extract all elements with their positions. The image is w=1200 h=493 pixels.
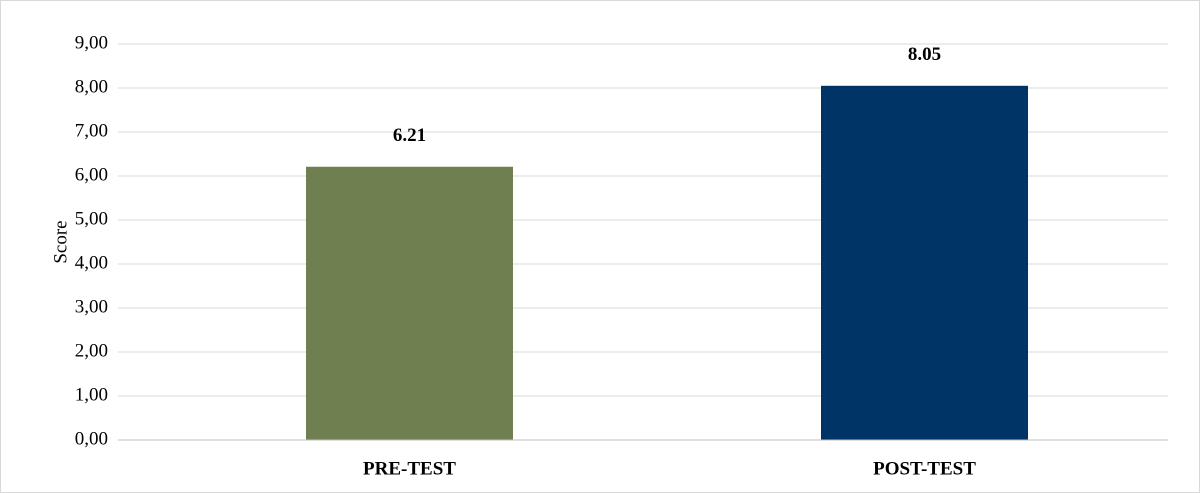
bar [821, 85, 1028, 441]
x-tick-label: POST-TEST [873, 458, 976, 479]
y-tick-label: 0,00 [75, 428, 108, 449]
y-tick-label: 3,00 [75, 296, 108, 317]
y-axis-label: Score [50, 220, 71, 263]
y-tick-label: 4,00 [75, 252, 108, 273]
y-tick-label: 8,00 [75, 76, 108, 97]
y-tick-label: 5,00 [75, 208, 108, 229]
bar [306, 166, 513, 440]
y-tick-label: 2,00 [75, 340, 108, 361]
y-tick-label: 9,00 [75, 32, 108, 53]
y-tick-label: 1,00 [75, 384, 108, 405]
y-tick-label: 7,00 [75, 120, 108, 141]
data-label: 6.21 [393, 125, 426, 146]
data-label: 8.05 [908, 44, 941, 65]
y-tick-label: 6,00 [75, 164, 108, 185]
x-tick-label: PRE-TEST [363, 458, 456, 479]
